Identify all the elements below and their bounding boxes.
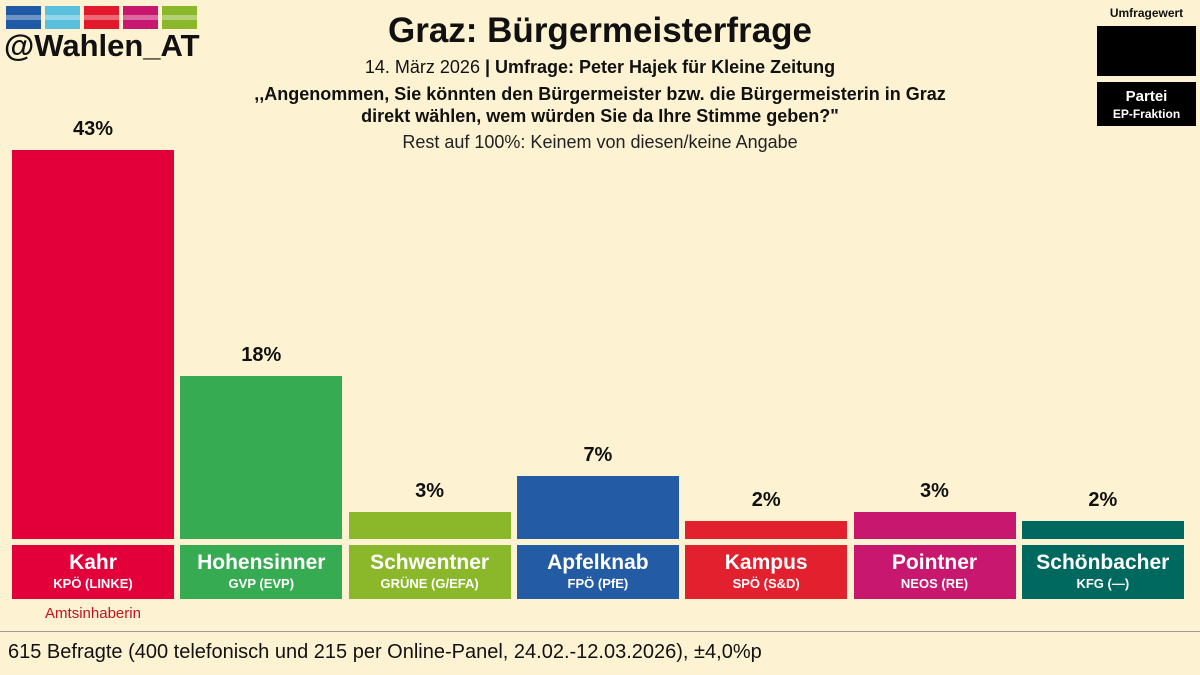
candidate-name: Kahr	[69, 551, 117, 574]
candidate-name: Schönbacher	[1036, 551, 1170, 574]
party-name: GRÜNE (G/EFA)	[380, 576, 479, 591]
flag-1	[6, 6, 41, 29]
bar-hohensinner	[180, 376, 343, 539]
incumbent-note: Amtsinhaberin	[45, 605, 141, 622]
flag-5	[162, 6, 197, 29]
candidate-name: Schwentner	[370, 551, 490, 574]
rest-note: Rest auf 100%: Keinem von diesen/keine A…	[402, 132, 798, 152]
party-name: SPÖ (S&D)	[732, 576, 800, 591]
candidate-label: Schwentner GRÜNE (G/EFA)	[348, 545, 511, 599]
flag-2	[45, 6, 80, 29]
poll-info: 14. März 2026 | Umfrage: Peter Hajek für…	[0, 57, 1200, 78]
question-line-2: direkt wählen, wem würden Sie da Ihre St…	[361, 106, 839, 126]
candidate-name: Pointner	[891, 551, 978, 574]
flag-strip	[6, 6, 197, 29]
party-name: KPÖ (LINKE)	[53, 576, 133, 591]
separator: |	[479, 57, 496, 77]
party-name: GVP (EVP)	[228, 576, 295, 591]
bar-kampus	[685, 520, 848, 539]
party-name: FPÖ (PfE)	[567, 576, 629, 591]
party-name: NEOS (RE)	[900, 576, 969, 591]
poll-date: 14. März 2026	[364, 57, 480, 77]
legend-faction-label: EP-Fraktion	[1112, 106, 1181, 121]
question-line-1: ,,Angenommen, Sie könnten den Bürgermeis…	[254, 84, 946, 104]
legend-party-box: Partei EP-Fraktion	[1097, 82, 1196, 126]
candidate-name: Hohensinner	[197, 551, 326, 574]
candidate-name: Kampus	[724, 551, 808, 574]
value-label: 7%	[583, 443, 613, 466]
value-label: 3%	[415, 479, 445, 502]
candidate-label: Hohensinner GVP (EVP)	[180, 545, 343, 599]
candidate-name: Apfelknab	[547, 551, 649, 574]
candidate-label: Apfelknab FPÖ (PfE)	[516, 545, 679, 599]
legend: Umfragewert Partei EP-Fraktion	[1097, 6, 1196, 126]
bar-schönbacher	[1021, 520, 1184, 539]
bar-kahr	[12, 150, 174, 539]
legend-party-label: Partei	[1125, 87, 1168, 105]
flag-4	[123, 6, 158, 29]
candidate-label: Pointner NEOS (RE)	[853, 545, 1016, 599]
bar-pointner	[853, 511, 1016, 539]
value-label: 43%	[72, 118, 114, 140]
flag-3	[84, 6, 119, 29]
poll-source: Umfrage: Peter Hajek für Kleine Zeitung	[495, 57, 836, 77]
footer-divider	[0, 631, 1200, 632]
candidate-label: Schönbacher KFG (—)	[1021, 545, 1184, 599]
value-label: 3%	[920, 479, 949, 502]
candidate-label: Kahr KPÖ (LINKE)	[12, 545, 174, 599]
candidate-label: Kampus SPÖ (S&D)	[685, 545, 848, 599]
bar-apfelknab	[516, 475, 679, 539]
value-label: 18%	[241, 344, 282, 367]
footer-sample-info: 615 Befragte (400 telefonisch und 215 pe…	[8, 641, 762, 663]
value-label: 2%	[751, 488, 781, 511]
value-label: 2%	[1088, 488, 1118, 511]
bar-schwentner	[348, 511, 511, 539]
chart-title: Graz: Bürgermeisterfrage	[387, 11, 813, 50]
legend-value-box	[1097, 26, 1196, 76]
legend-title: Umfragewert	[1109, 6, 1184, 20]
party-name: KFG (—)	[1076, 576, 1130, 591]
account-handle: @Wahlen_AT	[4, 28, 200, 63]
poll-question: ,,Angenommen, Sie könnten den Bürgermeis…	[0, 83, 1200, 127]
